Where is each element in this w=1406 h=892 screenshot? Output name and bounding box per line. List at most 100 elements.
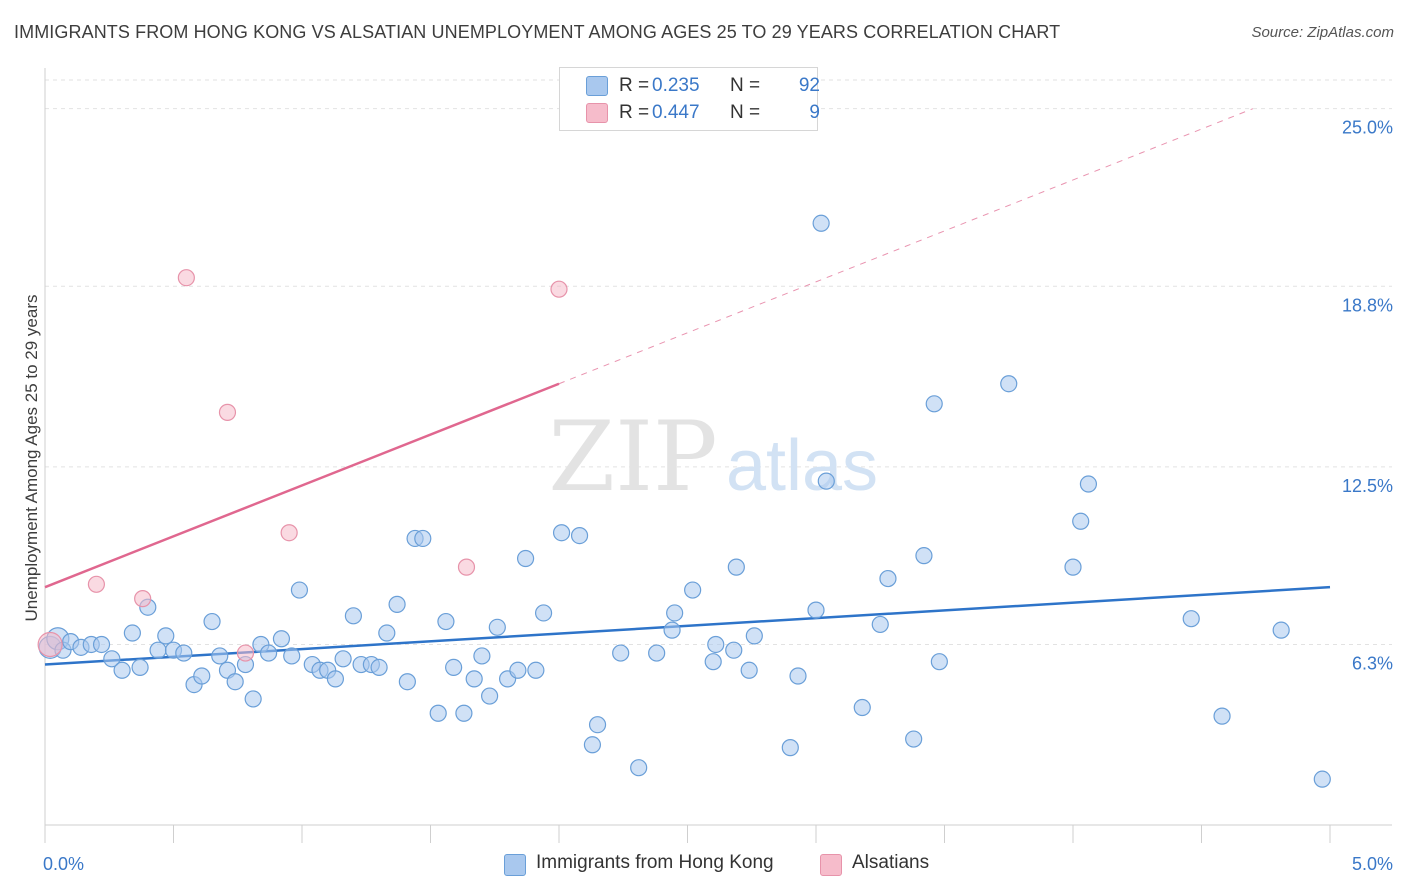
point-hong-kong <box>534 604 553 622</box>
point-hong-kong <box>123 624 141 642</box>
point-hong-kong <box>740 661 758 679</box>
y-tick-label: 18.8% <box>1342 295 1393 315</box>
y-tick-label: 25.0% <box>1342 118 1393 138</box>
point-hong-kong <box>516 549 535 568</box>
point-hong-kong <box>666 604 684 622</box>
point-hong-kong <box>259 644 278 662</box>
point-alsatians <box>280 524 298 542</box>
point-hong-kong <box>344 607 362 625</box>
legend-r-label: R = <box>619 75 650 96</box>
point-hong-kong <box>509 661 527 679</box>
point-hong-kong <box>630 759 648 777</box>
point-hong-kong <box>915 547 933 565</box>
point-hong-kong <box>1000 375 1018 393</box>
point-hong-kong <box>648 644 666 662</box>
point-alsatians <box>218 403 237 421</box>
point-hong-kong <box>193 667 211 685</box>
point-alsatians <box>236 644 255 662</box>
point-alsatians <box>550 280 568 298</box>
point-hong-kong <box>445 658 463 677</box>
point-hong-kong <box>131 658 149 677</box>
point-hong-kong <box>817 472 835 490</box>
x-tick-label-min: 0.0% <box>43 854 84 874</box>
point-hong-kong <box>879 569 897 588</box>
point-hong-kong <box>414 529 432 548</box>
point-hong-kong <box>1272 621 1290 639</box>
bottom-legend-label: Alsatians <box>852 852 930 873</box>
legend-swatch-pink <box>586 103 608 123</box>
point-hong-kong <box>398 673 416 691</box>
point-hong-kong <box>583 736 602 754</box>
point-hong-kong <box>612 644 630 662</box>
point-hong-kong <box>1182 610 1200 628</box>
legend-n-value: 92 <box>798 75 820 96</box>
point-hong-kong <box>175 644 193 662</box>
y-tick-label: 6.3% <box>1352 653 1393 673</box>
watermark-atlas: atlas <box>726 426 878 506</box>
point-hong-kong <box>1213 707 1231 725</box>
legend-n-value: 9 <box>809 102 820 123</box>
point-hong-kong <box>925 395 943 413</box>
point-hong-kong <box>290 581 309 599</box>
point-hong-kong <box>429 704 447 722</box>
point-hong-kong <box>725 641 743 659</box>
point-hong-kong <box>570 526 589 545</box>
point-hong-kong <box>388 595 406 613</box>
point-hong-kong <box>226 673 244 691</box>
point-hong-kong <box>527 661 545 679</box>
point-hong-kong <box>326 670 345 688</box>
point-hong-kong <box>853 698 871 717</box>
point-hong-kong <box>588 716 607 734</box>
point-hong-kong <box>334 650 352 668</box>
point-hong-kong <box>663 621 681 639</box>
legend-r-value: 0.447 <box>652 102 700 123</box>
bottom-legend-label: Immigrants from Hong Kong <box>536 852 774 873</box>
point-alsatians <box>37 631 63 658</box>
grid-lines <box>45 79 1392 645</box>
legend-r-label: R = <box>619 102 650 123</box>
point-hong-kong <box>727 558 745 576</box>
point-hong-kong <box>92 635 111 654</box>
point-hong-kong <box>465 670 483 688</box>
bottom-legend-swatch-pink <box>820 854 842 876</box>
point-hong-kong <box>157 627 175 645</box>
regression-lines <box>44 108 1331 666</box>
point-hong-kong <box>272 630 291 648</box>
point-hong-kong <box>807 601 825 619</box>
point-hong-kong <box>283 647 301 665</box>
chart-title: IMMIGRANTS FROM HONG KONG VS ALSATIAN UN… <box>14 22 1061 42</box>
point-hong-kong <box>1072 512 1090 530</box>
point-alsatians <box>457 558 476 576</box>
point-hong-kong <box>488 618 506 636</box>
point-hong-kong <box>707 635 725 654</box>
point-hong-kong <box>244 690 262 708</box>
point-hong-kong <box>684 581 702 599</box>
legend-n-label: N = <box>730 102 761 123</box>
point-hong-kong <box>211 647 229 665</box>
point-hong-kong <box>1313 770 1331 788</box>
point-hong-kong <box>113 661 131 679</box>
point-hong-kong <box>781 739 799 757</box>
point-hong-kong <box>481 687 499 705</box>
point-alsatians <box>87 575 106 593</box>
point-hong-kong <box>149 641 167 659</box>
point-hong-kong <box>370 658 388 677</box>
point-alsatians <box>177 269 195 287</box>
point-hong-kong <box>103 650 121 668</box>
legend-n-label: N = <box>730 75 761 96</box>
point-hong-kong <box>473 647 491 665</box>
point-hong-kong <box>789 667 807 685</box>
series-alsatians-points <box>37 269 568 662</box>
point-hong-kong <box>745 627 763 645</box>
point-hong-kong <box>930 653 948 671</box>
axes <box>44 68 1392 843</box>
watermark-zip: ZIP <box>548 401 717 513</box>
point-hong-kong <box>203 612 221 631</box>
point-hong-kong <box>437 612 455 631</box>
stats-legend: R = 0.235 N = 92 R = 0.447 N = 9 <box>559 67 820 131</box>
point-hong-kong <box>905 730 923 748</box>
point-hong-kong <box>704 653 722 671</box>
watermark: ZIP atlas <box>548 401 878 513</box>
legend-r-value: 0.235 <box>652 75 700 96</box>
